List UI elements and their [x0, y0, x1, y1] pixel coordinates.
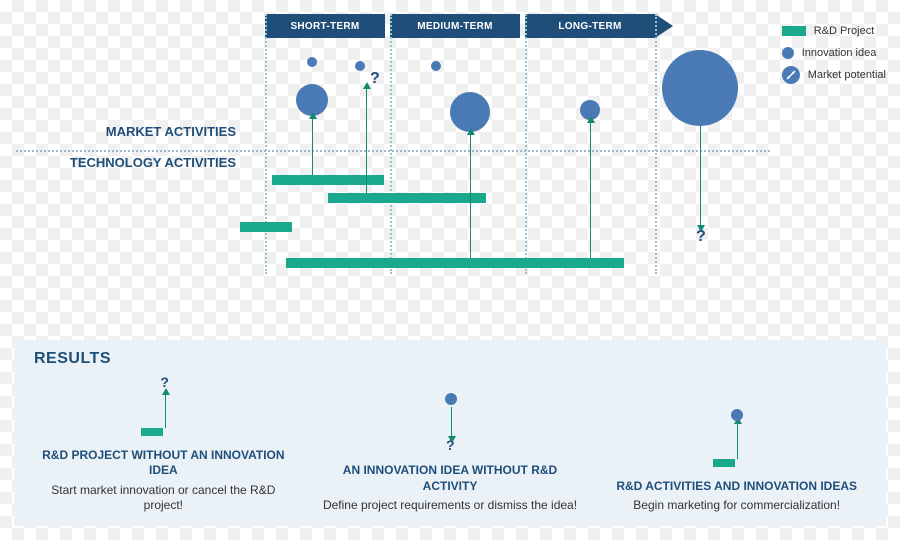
results-cell-title: AN INNOVATION IDEA WITHOUT R&D ACTIVITY: [321, 463, 580, 494]
row-label-market: MARKET ACTIVITIES: [16, 124, 236, 139]
lane-separator: [390, 14, 392, 274]
lane-separator: [525, 14, 527, 274]
legend-item: Innovation idea: [782, 42, 886, 64]
legend-label: Innovation idea: [802, 47, 877, 59]
timeline-tab: LONG-TERM: [525, 14, 655, 38]
innovation-bubble: [307, 57, 317, 67]
legend-square-icon: [782, 26, 806, 36]
question-mark: ?: [696, 228, 706, 246]
legend-item: Market potential: [782, 64, 886, 86]
results-cell-sub: Define project requirements or dismiss t…: [323, 498, 577, 514]
legend-label: R&D Project: [814, 25, 875, 37]
legend-dot-icon: [782, 47, 794, 59]
results-grid: ? R&D PROJECT WITHOUT AN INNOVATION IDEA S…: [34, 370, 866, 514]
link-arrow: [590, 122, 591, 258]
link-arrow: [366, 88, 367, 193]
rd-bar: [328, 193, 486, 203]
innovation-bubble: [355, 61, 365, 71]
lane-separator: [655, 14, 657, 274]
innovation-bubble: [662, 50, 738, 126]
results-panel: RESULTS? R&D PROJECT WITHOUT AN INNOVATIO…: [14, 340, 886, 526]
timeline-tab: MEDIUM-TERM: [390, 14, 520, 38]
question-mark: ?: [370, 70, 380, 88]
innovation-bubble: [450, 92, 490, 132]
results-cell-title: R&D ACTIVITIES AND INNOVATION IDEAS: [616, 479, 857, 495]
legend-item: R&D Project: [782, 20, 886, 42]
timeline-arrow-icon: [655, 14, 673, 38]
rd-bar: [272, 175, 384, 185]
timeline-tab: SHORT-TERM: [265, 14, 385, 38]
results-cell-title: R&D PROJECT WITHOUT AN INNOVATION IDEA: [34, 448, 293, 479]
rd-bar: [240, 222, 292, 232]
innovation-bubble: [431, 61, 441, 71]
divider: [16, 150, 770, 152]
legend: R&D Project Innovation idea Market potenti…: [782, 20, 886, 86]
row-label-technology: TECHNOLOGY ACTIVITIES: [16, 155, 236, 170]
link-arrow: [470, 134, 471, 258]
results-mini-diagram: [707, 409, 767, 471]
results-mini-diagram: ?: [133, 378, 193, 440]
results-cell: ? R&D PROJECT WITHOUT AN INNOVATION IDEA S…: [34, 370, 293, 514]
results-cell-sub: Begin marketing for commercialization!: [633, 498, 840, 514]
rd-bar: [286, 258, 624, 268]
link-arrow: [700, 126, 701, 226]
results-title: RESULTS: [34, 350, 866, 368]
lane-separator: [265, 14, 267, 274]
results-mini-diagram: ?: [420, 393, 480, 455]
legend-label: Market potential: [808, 69, 886, 81]
legend-potential-icon: [782, 66, 800, 84]
results-cell: R&D ACTIVITIES AND INNOVATION IDEAS Begin…: [607, 370, 866, 514]
link-arrow: [312, 118, 313, 175]
results-cell: ? AN INNOVATION IDEA WITHOUT R&D ACTIVITY…: [321, 370, 580, 514]
results-cell-sub: Start market innovation or cancel the R&…: [34, 483, 293, 514]
